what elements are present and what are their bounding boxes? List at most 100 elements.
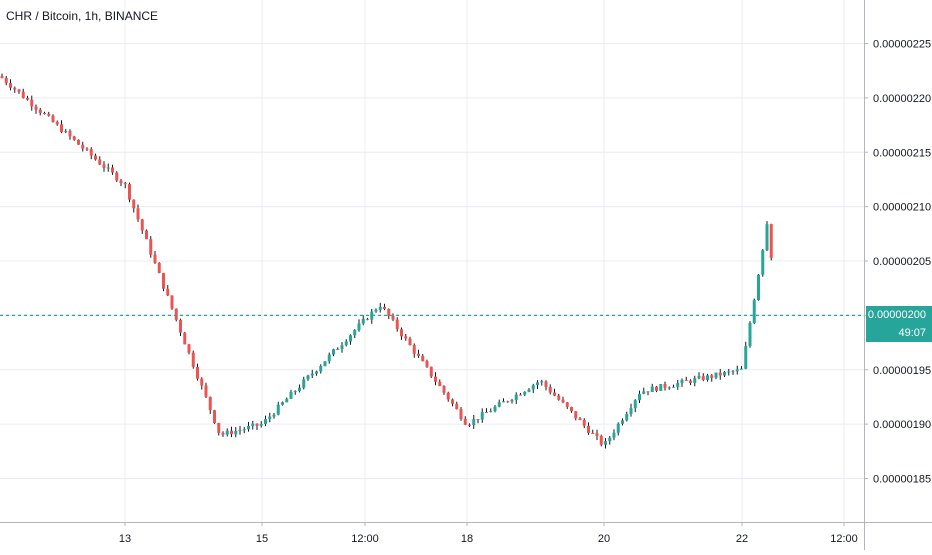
candle-body-up [757, 274, 760, 301]
candle [595, 429, 599, 440]
candle [540, 379, 544, 386]
y-tick-label: 0.00000195 [873, 365, 931, 377]
candle-body-up [234, 430, 238, 435]
candle-body-down [544, 381, 548, 387]
candle [548, 384, 552, 395]
candle [442, 385, 446, 395]
candle [370, 308, 374, 324]
candle [247, 421, 250, 432]
candle [642, 387, 646, 395]
candle [650, 383, 654, 393]
candle-body-down [446, 392, 450, 400]
candle-body-down [438, 381, 442, 386]
candle-body-up [340, 345, 344, 349]
candle-body-up [472, 419, 476, 426]
candle-body-up [264, 419, 267, 424]
candle [723, 371, 726, 377]
candle-body-up [676, 383, 680, 387]
candle [429, 366, 433, 379]
candle [298, 384, 301, 393]
candle-body-down [455, 403, 459, 410]
candle [476, 419, 480, 424]
candle [672, 384, 675, 388]
candle [289, 389, 293, 400]
candle-body-up [357, 323, 361, 331]
candle-body-down [26, 97, 29, 100]
candle-body-down [485, 412, 488, 414]
candle-body-down [81, 144, 85, 149]
candle [387, 308, 391, 320]
y-tick-label: 0.00000205 [873, 256, 931, 268]
candle [145, 229, 148, 240]
candle-body-up [608, 437, 612, 442]
candle-body-up [298, 387, 301, 392]
candle [718, 368, 722, 380]
candle-body-down [553, 392, 556, 396]
candle [621, 418, 624, 426]
candle [472, 414, 476, 429]
candle-body-up [361, 318, 365, 324]
candle [43, 111, 46, 115]
candle-body-down [565, 402, 569, 408]
candle [38, 107, 42, 116]
candle-body-down [21, 91, 25, 98]
candle-body-down [646, 391, 650, 393]
candle-body-up [731, 371, 735, 373]
candle-body-down [468, 424, 471, 426]
candle [693, 375, 697, 387]
candle-body-down [204, 385, 208, 397]
candle [366, 317, 369, 321]
candle [128, 182, 131, 203]
candle-body-down [506, 401, 510, 403]
candle [166, 285, 170, 297]
candle [353, 329, 357, 339]
candle-body-up [276, 404, 280, 415]
candle-body-down [170, 295, 174, 309]
candle-body-up [315, 371, 318, 374]
candle-body-down [166, 288, 170, 296]
candle-body-up [247, 425, 250, 430]
candle [111, 164, 114, 175]
candle-body-up [514, 394, 518, 400]
bar-countdown-badge: 49:07 [866, 324, 932, 343]
candle-body-up [238, 430, 242, 432]
candle [510, 398, 514, 404]
candle [570, 406, 573, 413]
candle [608, 436, 612, 445]
candle-body-down [111, 167, 114, 173]
candle [527, 388, 531, 393]
candle-body-down [383, 306, 386, 309]
candle [26, 95, 29, 101]
candle [306, 374, 310, 381]
candle [655, 385, 658, 393]
candle-body-down [34, 106, 38, 110]
candle-body-down [221, 432, 225, 435]
candle [523, 391, 527, 397]
candle [230, 426, 233, 438]
candle [553, 388, 556, 397]
candle [204, 382, 208, 399]
candle-body-up [502, 401, 505, 403]
candle-body-up [765, 224, 769, 251]
candle [72, 135, 76, 141]
candle [302, 376, 306, 390]
candle [565, 401, 569, 410]
candle-body-up [374, 309, 378, 312]
candle-body-down [153, 254, 157, 263]
candle [170, 295, 174, 310]
candle-body-up [625, 413, 629, 421]
candle [51, 114, 55, 123]
candle [319, 364, 323, 374]
candle [761, 249, 765, 277]
candle [744, 341, 748, 370]
candle [85, 147, 89, 151]
candle [60, 120, 63, 134]
candle-body-down [98, 159, 102, 165]
candle [9, 79, 12, 91]
candle-body-down [115, 172, 119, 181]
candle-body-up [680, 379, 684, 384]
candle [557, 393, 561, 401]
candle [514, 392, 518, 405]
